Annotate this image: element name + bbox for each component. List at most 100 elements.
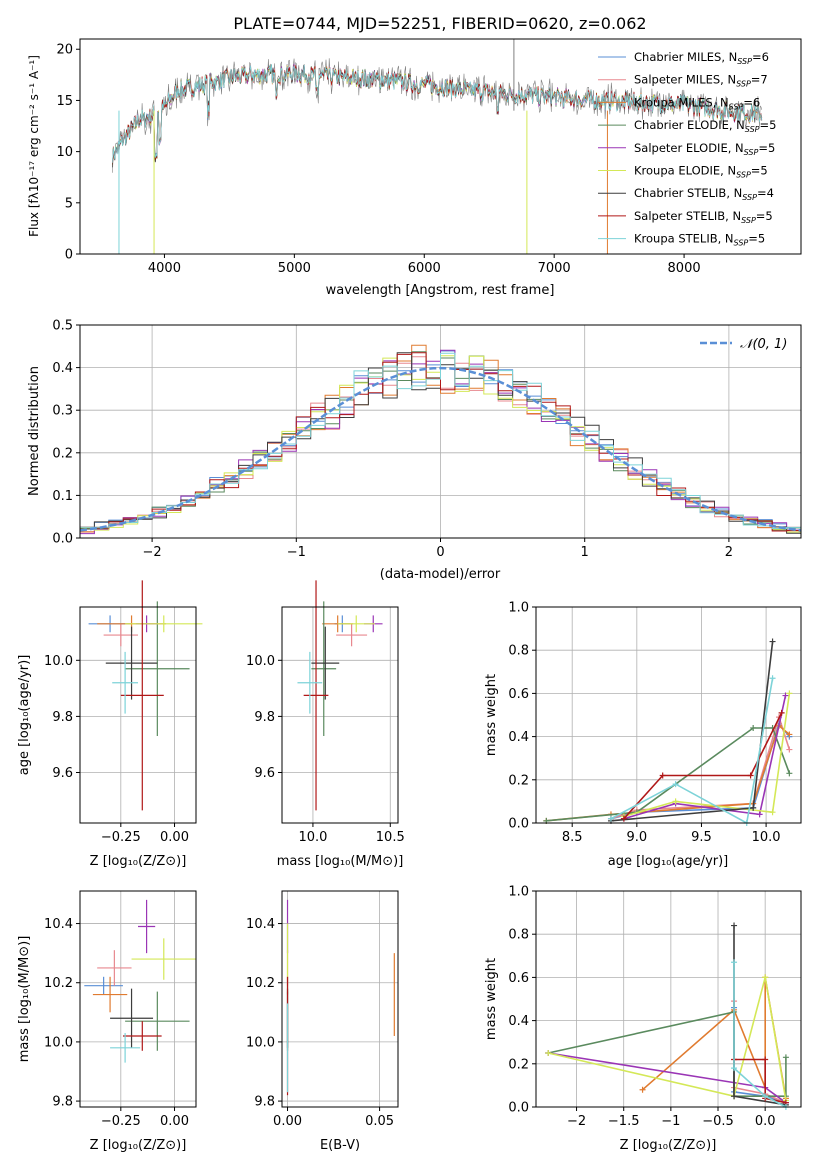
y-tick-label: 0.4 bbox=[52, 361, 73, 376]
weight-point bbox=[756, 811, 763, 818]
errorbar-salpeter_stelib bbox=[122, 1021, 162, 1051]
x-tick-label: 0 bbox=[436, 545, 444, 560]
legend-entry: Salpeter MILES, NSSP=7 bbox=[598, 73, 768, 89]
errorbar-chabrier_stelib bbox=[110, 988, 154, 1048]
y-tick-label: 10.2 bbox=[44, 976, 73, 991]
legend-label: Kroupa STELIB, NSSP=5 bbox=[634, 232, 765, 248]
weight-point bbox=[659, 772, 666, 779]
x-tick-label: 7000 bbox=[538, 261, 571, 276]
y-tick-label: 0.2 bbox=[52, 446, 73, 461]
y-tick-label: 0.3 bbox=[52, 404, 73, 419]
weight-point bbox=[786, 770, 793, 777]
x-tick-label: 1 bbox=[581, 545, 589, 560]
x-tick-label: 4000 bbox=[148, 261, 181, 276]
x-tick-label: −0.25 bbox=[101, 830, 141, 845]
errorbar-chabrier_elodie bbox=[125, 991, 190, 1051]
y-tick-label: 10.4 bbox=[246, 917, 275, 932]
spectrum-title: PLATE=0744, MJD=52251, FIBERID=0620, z=0… bbox=[233, 14, 646, 33]
x-tick-label: 8000 bbox=[668, 261, 701, 276]
weight-point bbox=[786, 690, 793, 697]
x-tick-label: 10.0 bbox=[752, 830, 781, 845]
errorbar-kroupa_elodie bbox=[337, 615, 375, 633]
y-tick-label: 0 bbox=[65, 248, 73, 263]
y-tick-label: 9.8 bbox=[254, 1095, 275, 1110]
weight-point bbox=[769, 638, 776, 645]
weight-point bbox=[672, 798, 679, 805]
spectrum-panel: PLATE=0744, MJD=52251, FIBERID=0620, z=0… bbox=[27, 14, 802, 298]
mass-vs-Z-frame bbox=[79, 890, 197, 1108]
weight-vs-Z-frame bbox=[535, 890, 802, 1108]
weight-point bbox=[545, 1050, 552, 1056]
age-vs-Z-ylabel: age [log₁₀(age/yr)] bbox=[17, 655, 32, 776]
y-tick-label: 9.8 bbox=[52, 1095, 73, 1110]
mass-vs-extinction-panel: 0.00 0.05 9.8 10.0 10.2 10.4 E(B-V) bbox=[246, 890, 399, 1153]
weight-point bbox=[639, 1086, 646, 1093]
errorbar-salpeter_miles bbox=[103, 623, 138, 647]
weight-series-salpeter_stelib bbox=[620, 709, 785, 822]
y-tick-label: 0.6 bbox=[508, 687, 529, 702]
mass-vs-ebv-frame bbox=[281, 890, 399, 1108]
age-vs-mass-xlabel: mass [log₁₀(M/M⊙)] bbox=[277, 854, 404, 869]
x-tick-label: −1 bbox=[287, 545, 306, 560]
weight-point bbox=[786, 731, 793, 738]
y-tick-label: 0.4 bbox=[508, 730, 529, 745]
mass-vs-Z-ylabel: mass [log₁₀(M/M⊙)] bbox=[17, 936, 32, 1063]
weight-point bbox=[607, 815, 614, 822]
x-tick-label: 10.0 bbox=[298, 830, 327, 845]
weight-point bbox=[786, 746, 793, 753]
weight-point bbox=[750, 804, 757, 811]
normal-distribution-curve bbox=[79, 366, 802, 532]
legend-entry: Kroupa MILES, NSSP=6 bbox=[598, 95, 760, 111]
y-tick-label: 0.8 bbox=[508, 928, 529, 943]
y-tick-label: 1.0 bbox=[508, 601, 529, 616]
errorbar-kroupa_stelib bbox=[297, 651, 323, 714]
spectrum-ylabel: Flux [fλ10⁻¹⁷ erg cm⁻² s⁻¹ A⁻¹] bbox=[27, 55, 41, 237]
y-tick-label: 9.8 bbox=[52, 710, 73, 725]
weight-point bbox=[782, 1054, 789, 1061]
age-vs-Z-frame bbox=[79, 606, 197, 824]
legend-entry: Chabrier STELIB, NSSP=4 bbox=[598, 186, 774, 202]
weight-point bbox=[731, 959, 738, 966]
mass-vs-metallicity-panel: −0.25 0.00 9.8 10.0 10.2 10.4 Z [log₁₀(Z/Z⊙)]… bbox=[17, 890, 197, 1153]
x-tick-label: 0.00 bbox=[160, 1114, 189, 1129]
y-tick-label: 9.6 bbox=[52, 766, 73, 781]
weight-point bbox=[620, 815, 627, 822]
y-tick-label: 0.0 bbox=[508, 1101, 529, 1116]
age-vs-mass-panel: 10.0 10.5 9.6 9.8 10.0 mass [log₁₀(M/M⊙)] bbox=[246, 580, 405, 869]
legend-label: Chabrier MILES, NSSP=6 bbox=[634, 50, 769, 66]
x-tick-label: 8.5 bbox=[562, 830, 583, 845]
x-tick-label: −0.5 bbox=[702, 1114, 734, 1129]
x-tick-label: −1 bbox=[661, 1114, 680, 1129]
weight-point bbox=[731, 922, 738, 929]
weight-point bbox=[762, 1093, 769, 1100]
mass-vs-Z-xlabel: Z [log₁₀(Z/Z⊙)] bbox=[90, 1138, 187, 1153]
age-vs-Z-xlabel: Z [log₁₀(Z/Z⊙)] bbox=[90, 854, 187, 869]
legend-label: Chabrier ELODIE, NSSP=5 bbox=[634, 118, 776, 134]
errorbar-salpeter_elodie bbox=[138, 899, 156, 954]
model-spectrum-kroupa_stelib bbox=[112, 64, 763, 163]
y-tick-label: 20 bbox=[56, 43, 73, 58]
legend-label: Salpeter STELIB, NSSP=5 bbox=[634, 209, 773, 225]
y-tick-label: 10.0 bbox=[44, 654, 73, 669]
legend-label: Kroupa MILES, NSSP=6 bbox=[634, 95, 760, 111]
residuals-xlabel: (data-model)/error bbox=[380, 567, 501, 582]
y-tick-label: 10 bbox=[56, 145, 73, 160]
errorbar-salpeter_miles bbox=[336, 623, 368, 647]
residual-histogram-salpeter_stelib bbox=[80, 352, 801, 532]
y-tick-label: 0.6 bbox=[508, 971, 529, 986]
legend-label: Salpeter MILES, NSSP=7 bbox=[634, 73, 768, 89]
y-tick-label: 0.5 bbox=[52, 319, 73, 334]
y-tick-label: 0.0 bbox=[508, 817, 529, 832]
weight-point bbox=[778, 709, 785, 716]
y-tick-label: 10.0 bbox=[246, 654, 275, 669]
x-tick-label: 9.5 bbox=[691, 830, 712, 845]
y-tick-label: 0.4 bbox=[508, 1014, 529, 1029]
y-tick-label: 0.0 bbox=[52, 532, 73, 547]
errorbar-kroupa_elodie bbox=[125, 615, 203, 633]
x-tick-label: 5000 bbox=[278, 261, 311, 276]
x-tick-label: 2 bbox=[725, 545, 733, 560]
x-tick-label: 10.5 bbox=[376, 830, 405, 845]
y-tick-label: 1.0 bbox=[508, 885, 529, 900]
weight-point bbox=[769, 809, 776, 816]
